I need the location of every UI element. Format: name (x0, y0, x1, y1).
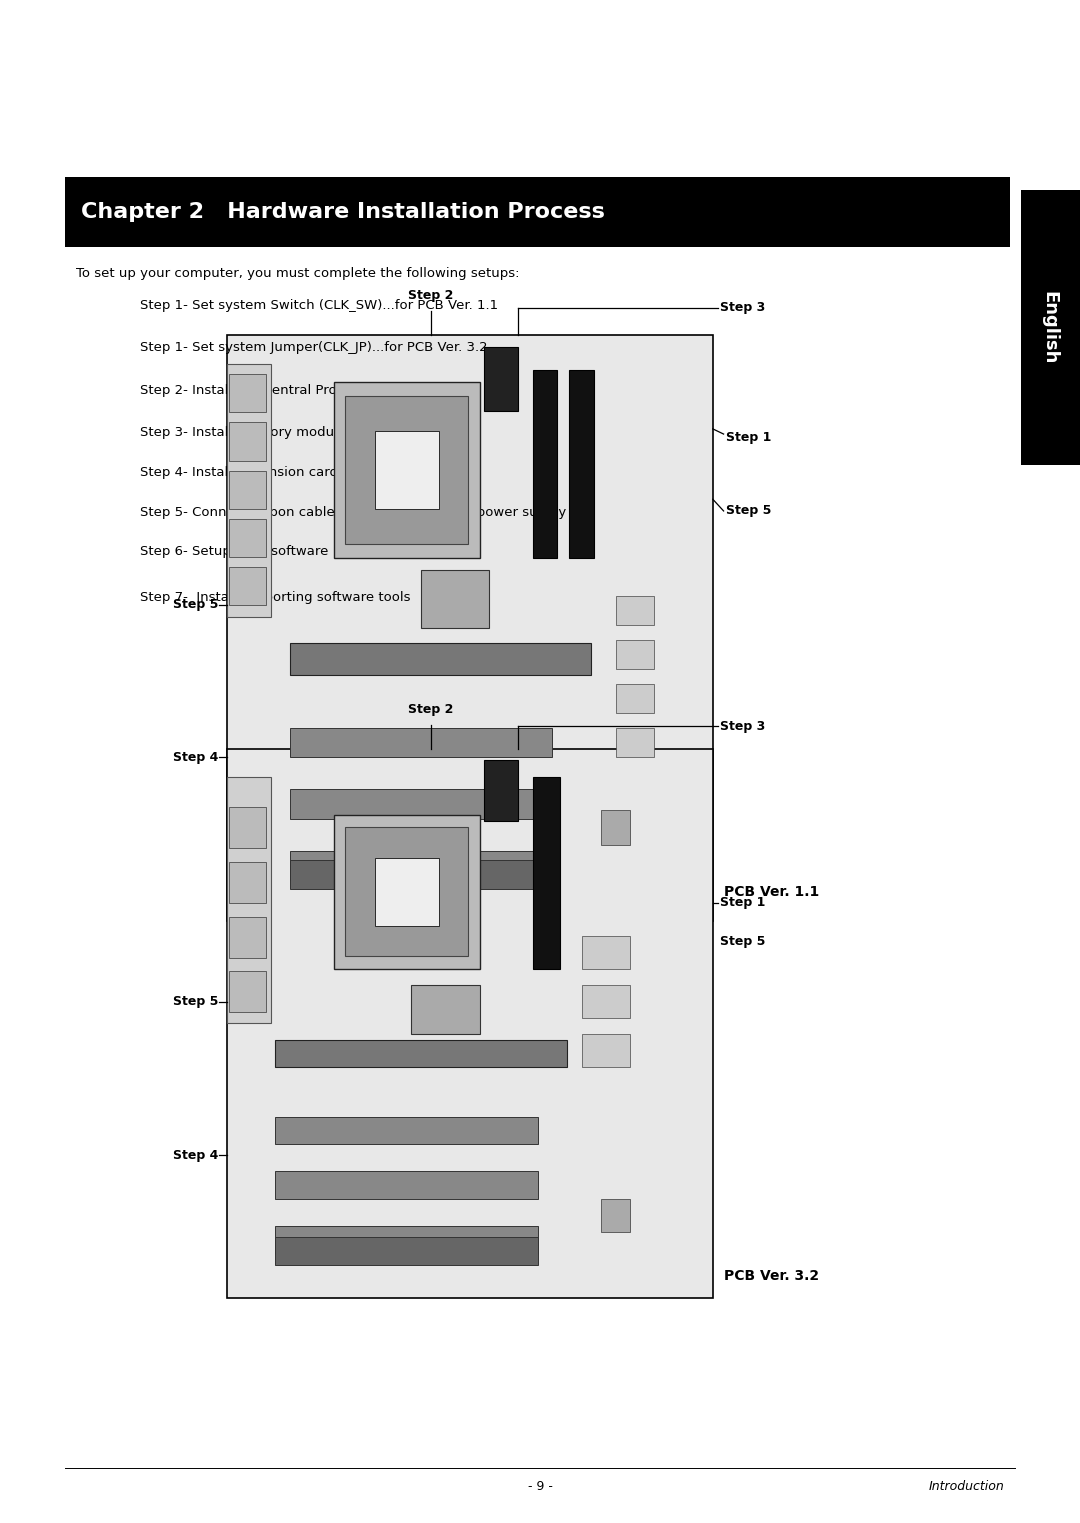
Bar (289, 851, 553, 880)
Bar (616, 595, 654, 626)
Text: Step 5- Connect ribbon cables, cabinet wires, and power supply: Step 5- Connect ribbon cables, cabinet w… (140, 506, 567, 519)
Text: Step 5: Step 5 (726, 504, 771, 518)
Text: Step 3: Step 3 (720, 302, 766, 314)
Bar (375, 431, 438, 509)
Bar (289, 860, 553, 889)
Bar (421, 570, 489, 627)
Bar (275, 1237, 538, 1264)
Text: Step 6- Setup BIOS software: Step 6- Setup BIOS software (140, 545, 328, 559)
Bar (275, 1116, 538, 1144)
Text: Step 4: Step 4 (173, 1148, 218, 1162)
Text: Step 4: Step 4 (173, 751, 218, 763)
Bar (227, 335, 713, 921)
Text: Step 2: Step 2 (408, 288, 454, 302)
Bar (334, 815, 480, 969)
Bar (375, 857, 438, 926)
Bar (616, 684, 654, 713)
Bar (346, 396, 468, 544)
Text: PCB Ver. 3.2: PCB Ver. 3.2 (724, 1269, 819, 1282)
Text: Introduction: Introduction (929, 1480, 1004, 1494)
Bar (581, 1034, 631, 1068)
Text: Step 2: Step 2 (408, 702, 454, 716)
Bar (227, 777, 270, 1023)
Bar (600, 1199, 631, 1232)
Bar (484, 760, 518, 821)
Text: Step 1: Step 1 (720, 897, 766, 909)
Bar (229, 917, 266, 958)
Bar (334, 382, 480, 557)
Text: Step 1- Set system Jumper(CLK_JP)...for PCB Ver. 3.2: Step 1- Set system Jumper(CLK_JP)...for … (140, 341, 488, 355)
Bar (534, 777, 559, 969)
Bar (616, 728, 654, 757)
Bar (581, 985, 631, 1017)
Text: Step 1- Set system Switch (CLK_SW)...for PCB Ver. 1.1: Step 1- Set system Switch (CLK_SW)...for… (140, 299, 499, 312)
Bar (229, 375, 266, 413)
Bar (229, 422, 266, 460)
Bar (616, 640, 654, 669)
Bar (581, 935, 631, 969)
Bar (275, 1226, 538, 1253)
Bar (229, 519, 266, 557)
Bar (227, 364, 270, 617)
Text: Step 5: Step 5 (173, 599, 218, 611)
Bar (275, 1171, 538, 1199)
Bar (484, 347, 518, 411)
Bar (569, 370, 594, 557)
Text: To set up your computer, you must complete the following setups:: To set up your computer, you must comple… (76, 267, 519, 280)
Text: - 9 -: - 9 - (527, 1480, 553, 1494)
Text: Step 3: Step 3 (720, 720, 766, 733)
Bar (289, 789, 553, 819)
Text: Step 5: Step 5 (720, 935, 766, 947)
Text: Step 3- Install memory modules: Step 3- Install memory modules (140, 426, 353, 440)
Text: English: English (1041, 291, 1058, 364)
Bar (229, 471, 266, 509)
Text: Step 7-  Install supporting software tools: Step 7- Install supporting software tool… (140, 591, 410, 605)
Bar (65, 177, 1010, 247)
Text: Step 2- Install the Central Processing Unit (CPU): Step 2- Install the Central Processing U… (140, 384, 460, 398)
Bar (229, 862, 266, 903)
Bar (275, 1040, 567, 1068)
Bar (229, 807, 266, 848)
Text: Step 5: Step 5 (173, 995, 218, 1008)
Bar (600, 810, 631, 845)
Text: Step 4- Install expansion cards: Step 4- Install expansion cards (140, 466, 346, 480)
Bar (411, 985, 480, 1034)
Bar (229, 567, 266, 605)
Bar (227, 749, 713, 1298)
Bar (289, 643, 592, 675)
Text: Step 1: Step 1 (726, 431, 771, 443)
Bar (346, 827, 468, 956)
Bar (1021, 190, 1080, 465)
Bar (229, 972, 266, 1013)
Text: PCB Ver. 1.1: PCB Ver. 1.1 (724, 885, 819, 899)
Text: Chapter 2   Hardware Installation Process: Chapter 2 Hardware Installation Process (81, 201, 605, 222)
Bar (534, 370, 557, 557)
Bar (289, 728, 553, 757)
